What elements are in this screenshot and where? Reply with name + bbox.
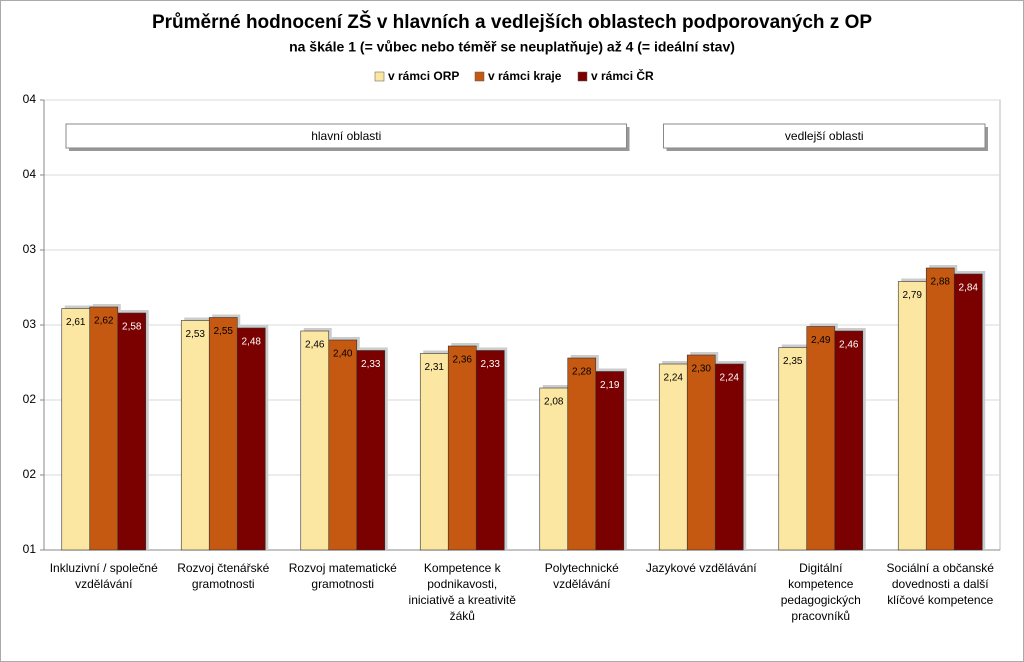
x-tick-label: Inkluzivní / společné vzdělávání (49, 561, 158, 591)
x-tick-label: Sociální a občanské dovednosti a další k… (886, 561, 994, 607)
data-label: 2,24 (664, 373, 684, 384)
bar (567, 357, 597, 551)
bar (834, 330, 864, 551)
data-label: 2,28 (572, 367, 592, 378)
legend-swatch (474, 71, 485, 82)
legend-label: v rámci ČR (591, 68, 654, 83)
legend-label: v rámci kraje (488, 69, 562, 83)
bar (61, 308, 91, 551)
data-label: 2,08 (544, 397, 564, 408)
x-tick-label: Jazykové vzdělávání (645, 561, 757, 575)
bar (806, 326, 836, 551)
data-label: 2,55 (214, 326, 234, 337)
data-label: 2,36 (453, 355, 473, 366)
bar (117, 312, 147, 551)
bar (595, 371, 625, 551)
chart-title: Průměrné hodnocení ZŠ v hlavních a vedle… (152, 11, 872, 33)
bar (300, 330, 330, 551)
bar (419, 353, 449, 551)
x-tick-label: Rozvoj čtenářské gramotnosti (177, 561, 270, 591)
data-label: 2,62 (94, 316, 114, 327)
bar (356, 350, 386, 551)
data-label: 2,88 (931, 277, 951, 288)
bar (180, 320, 210, 551)
bar (714, 363, 744, 551)
y-tick-label: 04 (23, 92, 37, 106)
data-label: 2,79 (903, 290, 923, 301)
y-tick-label: 01 (23, 542, 37, 556)
data-label: 2,31 (425, 362, 445, 373)
bar (208, 317, 238, 551)
bar (475, 350, 505, 551)
bar (236, 327, 266, 551)
data-label: 2,24 (720, 373, 740, 384)
y-tick-label: 02 (23, 467, 37, 481)
data-label: 2,53 (186, 329, 206, 340)
bar (658, 363, 688, 551)
data-label: 2,30 (692, 364, 712, 375)
bar (89, 306, 119, 551)
x-tick-label: Polytechnické vzdělávání (544, 561, 619, 591)
y-tick-label: 03 (23, 242, 37, 256)
annotation-label: vedlejší oblasti (785, 129, 864, 143)
legend-swatch (374, 71, 385, 82)
annotation-box (663, 123, 986, 149)
data-label: 2,46 (305, 340, 325, 351)
data-label: 2,58 (122, 322, 142, 333)
data-label: 2,35 (783, 356, 803, 367)
legend-label: v rámci ORP (388, 69, 459, 83)
legend-swatch (577, 71, 588, 82)
y-tick-label: 03 (23, 317, 37, 331)
y-tick-label: 04 (23, 167, 37, 181)
bar (953, 273, 983, 551)
bar (539, 387, 569, 551)
y-tick-label: 02 (23, 392, 37, 406)
x-tick-label: Rozvoj matematické gramotnosti (288, 561, 397, 591)
bar (447, 345, 477, 551)
bar (686, 354, 716, 551)
data-label: 2,46 (839, 340, 859, 351)
x-tick-label: Kompetence k podnikavosti, iniciativě a … (408, 561, 516, 623)
annotation-label: hlavní oblasti (311, 129, 381, 143)
data-label: 2,49 (811, 335, 831, 346)
bar (897, 281, 927, 551)
bar (328, 339, 358, 551)
data-label: 2,84 (959, 283, 979, 294)
bar (925, 267, 955, 551)
data-label: 2,48 (242, 337, 262, 348)
bar (778, 347, 808, 551)
data-label: 2,40 (333, 349, 353, 360)
annotation-box (65, 123, 627, 149)
chart-subtitle: na škále 1 (= vůbec nebo téměř se neupla… (289, 39, 735, 55)
data-label: 2,61 (66, 317, 86, 328)
data-label: 2,19 (600, 380, 620, 391)
x-tick-label: Digitální kompetence pedagogických praco… (780, 561, 861, 623)
data-label: 2,33 (481, 359, 501, 370)
data-label: 2,33 (361, 359, 381, 370)
